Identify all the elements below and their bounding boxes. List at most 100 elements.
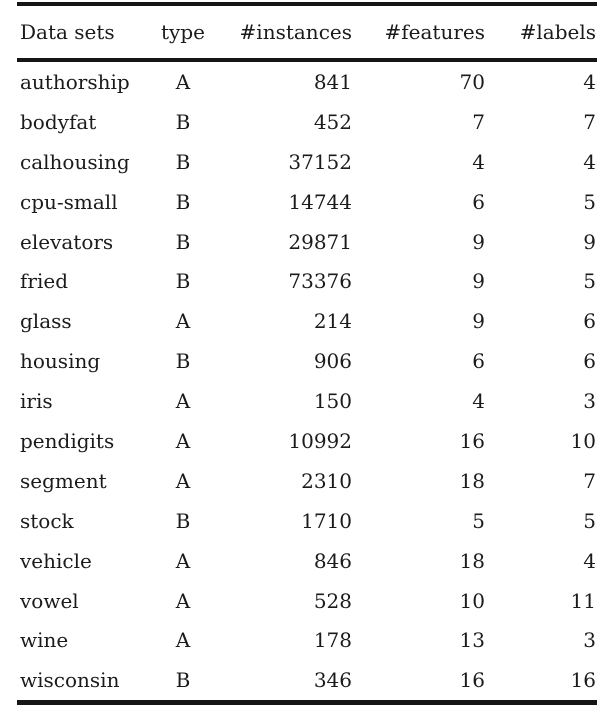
instances-cell: 73376: [288, 269, 352, 294]
type-cell: B: [175, 189, 191, 214]
type-cell: B: [175, 149, 191, 174]
labels-cell: 4: [583, 548, 596, 573]
labels-cell: 4: [583, 149, 596, 174]
instances-cell: 841: [313, 69, 352, 94]
dataset-name-cell: iris: [20, 389, 53, 414]
labels-cell: 4: [583, 69, 596, 94]
table-row: vehicle A 846 18 4: [17, 541, 597, 581]
instances-cell: 150: [313, 389, 352, 414]
features-cell: 9: [472, 269, 485, 294]
col-header-instances: #instances: [219, 4, 353, 62]
type-cell: A: [175, 628, 191, 653]
dataset-name-cell: calhousing: [20, 149, 130, 174]
instances-cell: 452: [313, 109, 352, 134]
features-cell: 18: [459, 468, 485, 493]
dataset-name-cell: elevators: [20, 229, 114, 254]
features-cell: 9: [472, 309, 485, 334]
labels-cell: 6: [583, 309, 596, 334]
labels-cell: 5: [583, 189, 596, 214]
features-cell: 6: [472, 349, 485, 374]
table-row: vowel A 528 10 11: [17, 581, 597, 621]
labels-cell: 3: [583, 389, 596, 414]
dataset-name-cell: wine: [20, 628, 69, 653]
header-row: Data sets type #instances #features #lab…: [17, 4, 597, 62]
instances-cell: 14744: [288, 189, 352, 214]
col-header-labels: #labels: [486, 4, 597, 62]
dataset-name-cell: vowel: [20, 588, 79, 613]
dataset-name-cell: stock: [20, 508, 74, 533]
instances-cell: 906: [313, 349, 352, 374]
type-cell: B: [175, 668, 191, 693]
features-cell: 6: [472, 189, 485, 214]
instances-cell: 178: [313, 628, 352, 653]
table-row: stock B 1710 5 5: [17, 501, 597, 541]
labels-cell: 10: [570, 428, 596, 453]
instances-cell: 10992: [288, 428, 352, 453]
type-cell: A: [175, 548, 191, 573]
dataset-name-cell: vehicle: [20, 548, 92, 573]
table-row: fried B 73376 9 5: [17, 261, 597, 301]
type-cell: A: [175, 309, 191, 334]
labels-cell: 11: [570, 588, 596, 613]
instances-cell: 346: [313, 668, 352, 693]
features-cell: 9: [472, 229, 485, 254]
dataset-name-cell: bodyfat: [20, 109, 97, 134]
type-cell: A: [175, 428, 191, 453]
features-cell: 16: [459, 428, 485, 453]
instances-cell: 846: [313, 548, 352, 573]
type-cell: A: [175, 389, 191, 414]
type-cell: A: [175, 588, 191, 613]
table-row: wine A 178 13 3: [17, 620, 597, 660]
table-row: wisconsin B 346 16 16: [17, 660, 597, 702]
table-row: calhousing B 37152 4 4: [17, 142, 597, 182]
table-row: housing B 906 6 6: [17, 341, 597, 381]
labels-cell: 7: [583, 468, 596, 493]
type-cell: B: [175, 109, 191, 134]
labels-cell: 3: [583, 628, 596, 653]
labels-cell: 7: [583, 109, 596, 134]
table-row: elevators B 29871 9 9: [17, 222, 597, 262]
features-cell: 13: [459, 628, 485, 653]
instances-cell: 2310: [301, 468, 352, 493]
table-row: cpu-small B 14744 6 5: [17, 182, 597, 222]
table-row: bodyfat B 452 7 7: [17, 102, 597, 142]
type-cell: B: [175, 349, 191, 374]
labels-cell: 6: [583, 349, 596, 374]
dataset-name-cell: pendigits: [20, 428, 115, 453]
datasets-summary-table: Data sets type #instances #features #lab…: [17, 2, 597, 706]
features-cell: 16: [459, 668, 485, 693]
type-cell: A: [175, 69, 191, 94]
features-cell: 10: [459, 588, 485, 613]
dataset-name-cell: cpu-small: [20, 189, 118, 214]
features-cell: 5: [472, 508, 485, 533]
col-header-data-sets: Data sets: [17, 4, 147, 62]
type-cell: B: [175, 269, 191, 294]
dataset-name-cell: fried: [20, 269, 68, 294]
instances-cell: 37152: [288, 149, 352, 174]
features-cell: 7: [472, 109, 485, 134]
table-row: pendigits A 10992 16 10: [17, 421, 597, 461]
dataset-name-cell: housing: [20, 349, 101, 374]
type-cell: B: [175, 508, 191, 533]
col-header-features: #features: [353, 4, 486, 62]
instances-cell: 528: [313, 588, 352, 613]
labels-cell: 16: [570, 668, 596, 693]
table-row: glass A 214 9 6: [17, 301, 597, 341]
dataset-name-cell: glass: [20, 309, 72, 334]
instances-cell: 214: [313, 309, 352, 334]
features-cell: 18: [459, 548, 485, 573]
dataset-name-cell: authorship: [20, 69, 130, 94]
table-row: iris A 150 4 3: [17, 381, 597, 421]
table-row: authorship A 841 70 4: [17, 60, 597, 102]
features-cell: 4: [472, 149, 485, 174]
type-cell: A: [175, 468, 191, 493]
type-cell: B: [175, 229, 191, 254]
features-cell: 4: [472, 389, 485, 414]
features-cell: 70: [459, 69, 485, 94]
labels-cell: 9: [583, 229, 596, 254]
labels-cell: 5: [583, 508, 596, 533]
labels-cell: 5: [583, 269, 596, 294]
instances-cell: 1710: [301, 508, 352, 533]
table-row: segment A 2310 18 7: [17, 461, 597, 501]
